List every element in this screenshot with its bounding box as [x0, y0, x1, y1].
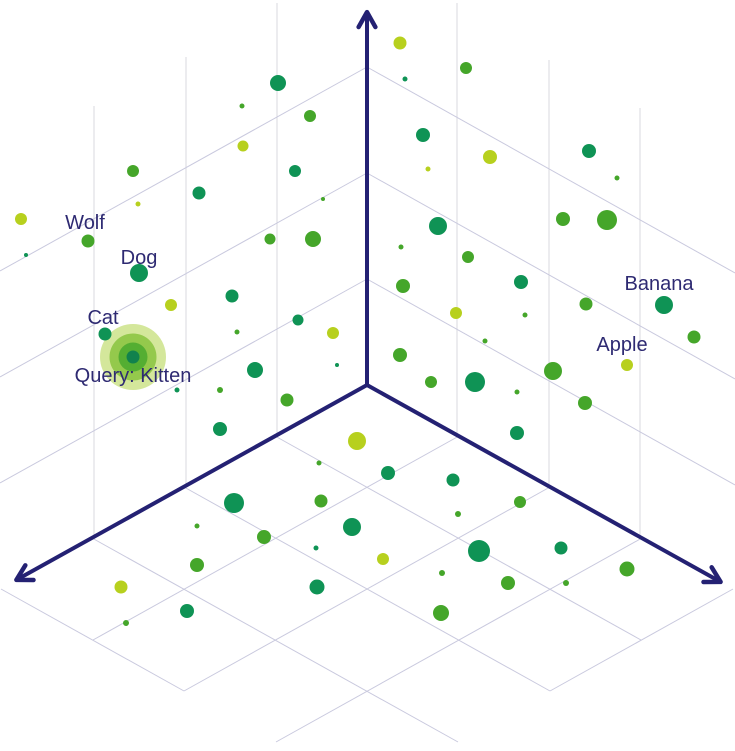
point-label-query-kitten: Query: Kitten — [75, 365, 192, 387]
axes — [14, 9, 723, 585]
data-point[interactable] — [327, 327, 339, 339]
point-label-cat: Cat — [87, 307, 119, 329]
data-point[interactable] — [393, 348, 407, 362]
data-point[interactable] — [292, 314, 304, 326]
data-point[interactable] — [510, 426, 524, 440]
point-label-wolf: Wolf — [65, 212, 105, 234]
data-point[interactable] — [398, 244, 404, 250]
labels-layer: Wolf Dog Cat Query: Kitten Banana Apple — [65, 212, 694, 387]
data-point[interactable] — [482, 338, 488, 344]
data-point[interactable] — [563, 580, 569, 586]
data-point[interactable] — [381, 466, 395, 480]
data-point[interactable] — [289, 165, 301, 177]
data-point[interactable] — [578, 396, 592, 410]
data-point[interactable] — [192, 186, 206, 200]
data-point[interactable] — [280, 393, 294, 407]
data-point[interactable] — [425, 376, 437, 388]
data-point[interactable] — [483, 150, 497, 164]
data-point[interactable] — [514, 389, 520, 395]
data-point[interactable] — [433, 605, 449, 621]
data-point[interactable] — [402, 76, 408, 82]
data-point[interactable] — [81, 234, 95, 248]
data-point[interactable] — [554, 541, 568, 555]
data-point[interactable] — [213, 422, 227, 436]
data-point[interactable] — [396, 279, 410, 293]
data-point[interactable] — [165, 299, 177, 311]
data-point[interactable] — [465, 372, 485, 392]
data-point[interactable] — [309, 579, 325, 595]
data-point[interactable] — [225, 289, 239, 303]
data-point[interactable] — [174, 387, 180, 393]
z-axis-right — [366, 383, 723, 585]
data-point[interactable] — [687, 330, 701, 344]
data-point[interactable] — [316, 460, 322, 466]
data-point[interactable] — [321, 197, 325, 201]
data-point[interactable] — [130, 264, 148, 282]
data-point[interactable] — [305, 231, 321, 247]
data-point[interactable] — [582, 144, 596, 158]
data-point[interactable] — [234, 329, 240, 335]
data-point[interactable] — [514, 275, 528, 289]
point-label-apple: Apple — [596, 334, 647, 356]
data-point[interactable] — [135, 201, 141, 207]
data-point[interactable] — [123, 620, 129, 626]
data-point[interactable] — [190, 558, 204, 572]
data-point[interactable] — [98, 327, 112, 341]
data-point[interactable] — [446, 473, 460, 487]
data-point[interactable] — [335, 363, 339, 367]
data-point[interactable] — [24, 253, 28, 257]
data-point[interactable] — [514, 496, 526, 508]
grid — [0, 3, 735, 743]
data-point[interactable] — [460, 62, 472, 74]
data-point[interactable] — [239, 103, 245, 109]
data-point[interactable] — [348, 432, 366, 450]
points-layer — [15, 36, 701, 626]
data-point[interactable] — [217, 387, 223, 393]
data-point[interactable] — [556, 212, 570, 226]
data-point[interactable] — [264, 233, 276, 245]
data-point[interactable] — [429, 217, 447, 235]
data-point[interactable] — [450, 307, 462, 319]
data-point[interactable] — [377, 553, 389, 565]
data-point[interactable] — [270, 75, 286, 91]
query-point-center[interactable] — [126, 350, 140, 364]
data-point[interactable] — [522, 312, 528, 318]
data-point[interactable] — [180, 604, 194, 618]
data-point[interactable] — [619, 561, 635, 577]
data-point[interactable] — [313, 545, 319, 551]
data-point[interactable] — [439, 570, 445, 576]
query-point[interactable] — [100, 324, 166, 390]
data-point[interactable] — [194, 523, 200, 529]
data-point[interactable] — [455, 511, 461, 517]
data-point[interactable] — [621, 359, 633, 371]
data-point[interactable] — [343, 518, 361, 536]
data-point[interactable] — [304, 110, 316, 122]
data-point[interactable] — [15, 213, 27, 225]
point-label-dog: Dog — [121, 247, 158, 269]
data-point[interactable] — [501, 576, 515, 590]
data-point[interactable] — [597, 210, 617, 230]
data-point[interactable] — [468, 540, 490, 562]
data-point[interactable] — [127, 165, 139, 177]
data-point[interactable] — [393, 36, 407, 50]
data-point[interactable] — [544, 362, 562, 380]
data-point[interactable] — [247, 362, 263, 378]
data-point[interactable] — [462, 251, 474, 263]
data-point[interactable] — [655, 296, 673, 314]
x-axis-left — [14, 383, 368, 583]
data-point[interactable] — [614, 175, 620, 181]
point-label-banana: Banana — [625, 273, 695, 295]
data-point[interactable] — [237, 140, 249, 152]
data-point[interactable] — [579, 297, 593, 311]
data-point[interactable] — [257, 530, 271, 544]
data-point[interactable] — [314, 494, 328, 508]
data-point[interactable] — [416, 128, 430, 142]
data-point[interactable] — [425, 166, 431, 172]
data-point[interactable] — [224, 493, 244, 513]
data-point[interactable] — [114, 580, 128, 594]
